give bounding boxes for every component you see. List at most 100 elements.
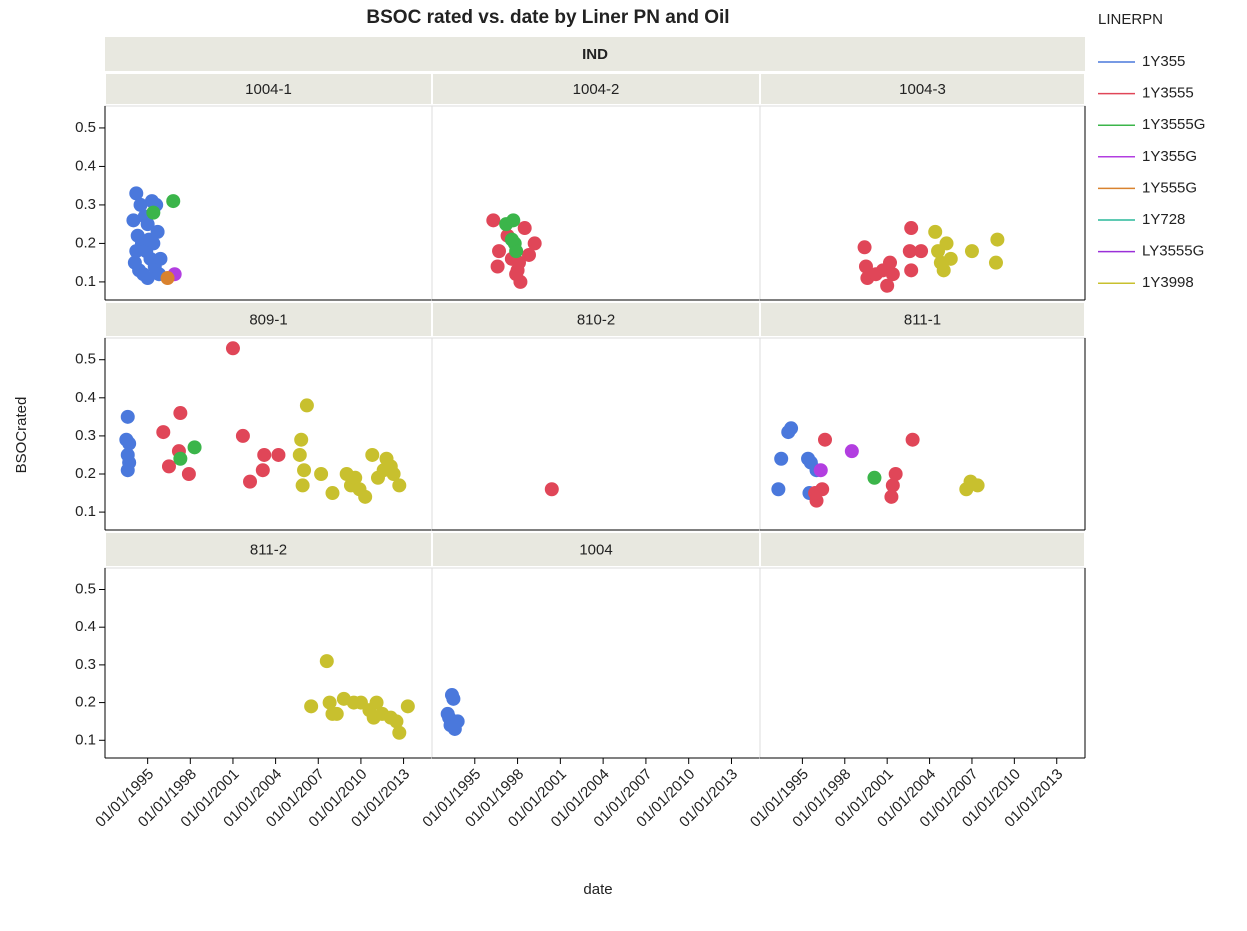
point bbox=[858, 259, 873, 274]
point bbox=[818, 432, 832, 447]
y-tick-label: 0.5 bbox=[75, 119, 96, 136]
point bbox=[784, 421, 799, 436]
point bbox=[129, 244, 144, 259]
chart-title: BSOC rated vs. date by Liner PN and Oil bbox=[366, 7, 729, 28]
point bbox=[140, 217, 155, 232]
point bbox=[990, 232, 1005, 247]
panel-strip bbox=[106, 74, 431, 104]
panel-title: 1004 bbox=[579, 541, 612, 558]
point bbox=[774, 451, 789, 466]
point bbox=[914, 244, 929, 259]
point bbox=[808, 486, 823, 501]
group-label: IND bbox=[582, 46, 608, 63]
point bbox=[348, 470, 363, 485]
point bbox=[400, 699, 415, 714]
point bbox=[883, 255, 897, 270]
point bbox=[329, 706, 344, 721]
point bbox=[365, 447, 380, 462]
point bbox=[490, 259, 505, 274]
y-tick-label: 0.3 bbox=[75, 656, 96, 673]
point bbox=[255, 463, 270, 478]
point bbox=[880, 278, 895, 293]
point bbox=[446, 691, 461, 706]
point bbox=[322, 695, 337, 710]
panel-strip bbox=[106, 533, 431, 566]
point bbox=[905, 432, 920, 447]
point bbox=[771, 482, 786, 497]
point bbox=[517, 221, 532, 236]
point bbox=[160, 271, 175, 286]
point bbox=[527, 236, 542, 251]
point bbox=[857, 240, 872, 255]
point bbox=[450, 714, 465, 729]
point bbox=[392, 478, 407, 493]
point bbox=[504, 232, 519, 247]
panel-strip bbox=[433, 303, 759, 336]
point bbox=[358, 489, 373, 504]
y-tick-label: 0.2 bbox=[75, 694, 96, 711]
legend-label: 1Y355 bbox=[1142, 53, 1185, 70]
point bbox=[389, 714, 404, 729]
y-tick-label: 0.2 bbox=[75, 234, 96, 251]
point bbox=[120, 463, 135, 478]
point bbox=[885, 267, 900, 282]
legend-label: LY3555G bbox=[1142, 243, 1204, 260]
legend-label: 1Y555G bbox=[1142, 179, 1197, 196]
point bbox=[173, 406, 188, 421]
point bbox=[120, 409, 135, 424]
point bbox=[884, 489, 899, 504]
point bbox=[521, 247, 536, 262]
point bbox=[225, 341, 240, 356]
point bbox=[813, 463, 828, 478]
point bbox=[294, 432, 309, 447]
point bbox=[369, 695, 384, 710]
point bbox=[166, 194, 181, 209]
y-tick-label: 0.1 bbox=[75, 273, 96, 290]
point bbox=[243, 474, 258, 489]
legend-label: 1Y3555 bbox=[1142, 85, 1194, 102]
y-tick-label: 0.4 bbox=[75, 618, 96, 635]
y-tick-label: 0.3 bbox=[75, 196, 96, 213]
point bbox=[142, 232, 157, 247]
point bbox=[844, 444, 859, 459]
point bbox=[943, 251, 958, 266]
point bbox=[440, 706, 455, 721]
panel-title: 811-1 bbox=[904, 311, 941, 328]
point bbox=[511, 255, 526, 270]
legend-label: 1Y355G bbox=[1142, 148, 1197, 165]
x-axis-title: date bbox=[583, 881, 612, 898]
point bbox=[486, 213, 501, 228]
panel-strip bbox=[761, 74, 1084, 104]
panel-frame bbox=[104, 337, 433, 531]
point bbox=[964, 244, 979, 259]
point bbox=[140, 271, 155, 286]
y-tick-label: 0.2 bbox=[75, 465, 96, 482]
panel-strip bbox=[106, 303, 431, 336]
panel-frame bbox=[759, 567, 1086, 759]
panel-strip bbox=[761, 533, 1084, 566]
point bbox=[156, 425, 171, 440]
y-tick-label: 0.5 bbox=[75, 580, 96, 597]
panel-title: 810-2 bbox=[577, 311, 615, 328]
point bbox=[181, 467, 196, 481]
point bbox=[235, 428, 250, 443]
legend-title: LINERPN bbox=[1098, 11, 1163, 28]
point bbox=[544, 482, 559, 497]
panel-frame bbox=[104, 567, 433, 759]
panel-title: 1004-2 bbox=[573, 81, 620, 98]
group-strip bbox=[105, 37, 1085, 71]
panel-frame bbox=[759, 105, 1086, 301]
point bbox=[187, 440, 202, 455]
panel-title: 1004-1 bbox=[245, 81, 292, 98]
point bbox=[122, 436, 137, 451]
point bbox=[902, 244, 917, 259]
point bbox=[314, 467, 329, 481]
legend-label: 1Y3555G bbox=[1142, 116, 1205, 133]
panel-frame bbox=[431, 567, 761, 759]
point bbox=[325, 486, 340, 501]
panel-frame bbox=[759, 337, 1086, 531]
panel-title: 1004-3 bbox=[899, 81, 946, 98]
point bbox=[295, 478, 310, 493]
panel-strip bbox=[761, 303, 1084, 336]
